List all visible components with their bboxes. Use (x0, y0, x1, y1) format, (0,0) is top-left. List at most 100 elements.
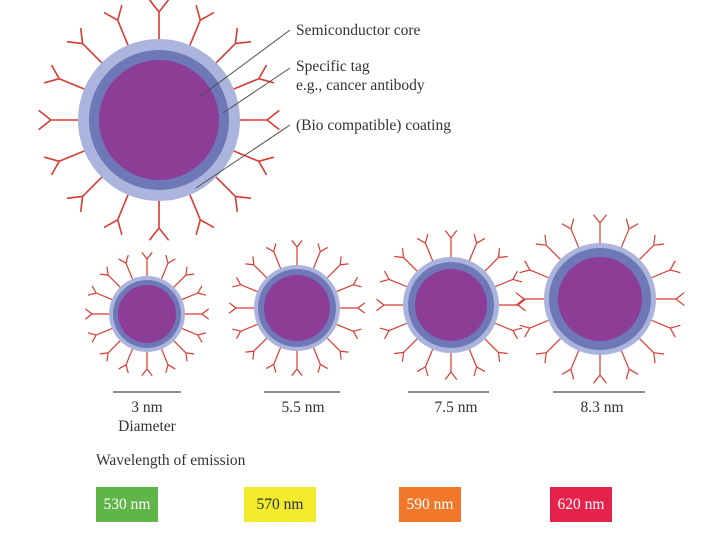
antibody-tag (141, 252, 153, 278)
emission-swatch-570: 570 nm (244, 487, 316, 522)
antibody-tag (38, 110, 80, 130)
antibody-tag (66, 27, 104, 65)
antibody-tag (188, 5, 215, 47)
antibody-tag (650, 319, 681, 338)
antibody-tag (229, 302, 256, 314)
antibody-tag (214, 27, 252, 65)
antibody-tag (118, 347, 134, 374)
label-specific-tag: Specific tag (296, 58, 370, 75)
antibody-tag (335, 323, 362, 339)
antibody-tag (593, 214, 607, 245)
antibody-tag (416, 347, 434, 377)
antibody-tag (232, 149, 274, 176)
antibody-tag (180, 327, 207, 343)
antibody-tag (444, 230, 458, 259)
antibody-tag (238, 110, 280, 130)
antibody-tag (468, 347, 486, 377)
antibody-tag (141, 350, 153, 376)
antibody-tag (245, 256, 268, 279)
antibody-tag (519, 319, 550, 338)
antibody-tag (266, 346, 282, 373)
label-semiconductor-core: Semiconductor core (296, 22, 421, 39)
antibody-tag (335, 277, 362, 293)
antibody-tag (85, 308, 111, 320)
emission-title: Wavelength of emission (96, 452, 246, 469)
label-tag-example: e.g., cancer antibody (296, 77, 425, 94)
size-value-4: 8.3 nm (580, 399, 624, 416)
quantum-dot-7p5nm (376, 230, 526, 380)
emission-swatch-590: 590 nm (399, 487, 461, 522)
callout-line-core (200, 29, 291, 97)
antibody-tag (232, 64, 274, 91)
antibody-tag (149, 199, 169, 241)
antibody-tag (638, 337, 665, 364)
quantum-dot-3nm (85, 252, 209, 376)
antibody-tag (66, 175, 104, 213)
antibody-tag (394, 337, 419, 362)
antibody-tag (245, 337, 268, 360)
antibody-tag (326, 337, 349, 360)
antibody-tag (326, 256, 349, 279)
antibody-tags-3nm (85, 252, 209, 376)
antibody-tag (493, 270, 523, 288)
callout-line-coating (195, 124, 291, 189)
size-label-group-3: 7.5 nm (391, 398, 521, 417)
antibody-tag (497, 298, 526, 312)
semiconductor-core-large (99, 60, 219, 180)
antibody-tag (515, 292, 546, 306)
semiconductor-core-5p5nm (264, 275, 330, 341)
antibody-tag (103, 5, 130, 47)
antibody-tag (535, 234, 562, 261)
antibody-tags-5p5nm (229, 240, 365, 376)
semiconductor-core-7p5nm (415, 269, 487, 341)
antibody-tag (188, 193, 215, 235)
antibody-tag (654, 292, 685, 306)
size-caption-diameter: Diameter (118, 418, 176, 435)
antibody-tag (232, 277, 259, 293)
antibody-tag (103, 193, 130, 235)
callout-lines-layer (195, 29, 291, 189)
antibody-tags-7p5nm (376, 230, 526, 380)
antibody-tag (44, 149, 86, 176)
size-value-3: 7.5 nm (434, 399, 478, 416)
emission-swatch-620: 620 nm (550, 487, 612, 522)
callout-line-tag (222, 67, 291, 114)
antibody-tag (561, 218, 580, 249)
emission-swatch-530: 530 nm (96, 487, 158, 522)
size-label-group-4: 8.3 nm (537, 398, 667, 417)
antibody-tag (638, 234, 665, 261)
antibody-tag (620, 218, 639, 249)
quantum-dots-layer (38, 0, 685, 384)
semiconductor-core-8p3nm (558, 257, 642, 341)
semiconductor-core-3nm (118, 285, 176, 343)
antibody-tag (561, 349, 580, 380)
antibody-tag (468, 233, 486, 263)
antibody-tags-8p3nm (515, 214, 685, 384)
antibody-tag (338, 302, 365, 314)
antibody-tag (312, 243, 328, 270)
antibody-tag (214, 175, 252, 213)
antibody-tag (291, 240, 303, 267)
quantum-dot-5p5nm (229, 240, 365, 376)
quantum-dot-large (38, 0, 280, 241)
antibody-tag (519, 260, 550, 279)
antibody-tag (44, 64, 86, 91)
antibody-tag (312, 346, 328, 373)
antibody-tag (87, 327, 114, 343)
antibody-tag (650, 260, 681, 279)
antibody-tag (172, 339, 195, 362)
antibody-tag (160, 347, 176, 374)
antibody-tags-large (38, 0, 280, 241)
antibody-tag (160, 254, 176, 281)
size-value-1: 3 nm (131, 399, 163, 416)
antibody-tag (183, 308, 209, 320)
antibody-tag (444, 351, 458, 380)
antibody-tag (172, 266, 195, 289)
antibody-tag (118, 254, 134, 281)
antibody-tag (266, 243, 282, 270)
antibody-tag (232, 323, 259, 339)
size-label-group-2: 5.5 nm (238, 398, 368, 417)
label-coating: (Bio compatible) coating (296, 117, 451, 134)
